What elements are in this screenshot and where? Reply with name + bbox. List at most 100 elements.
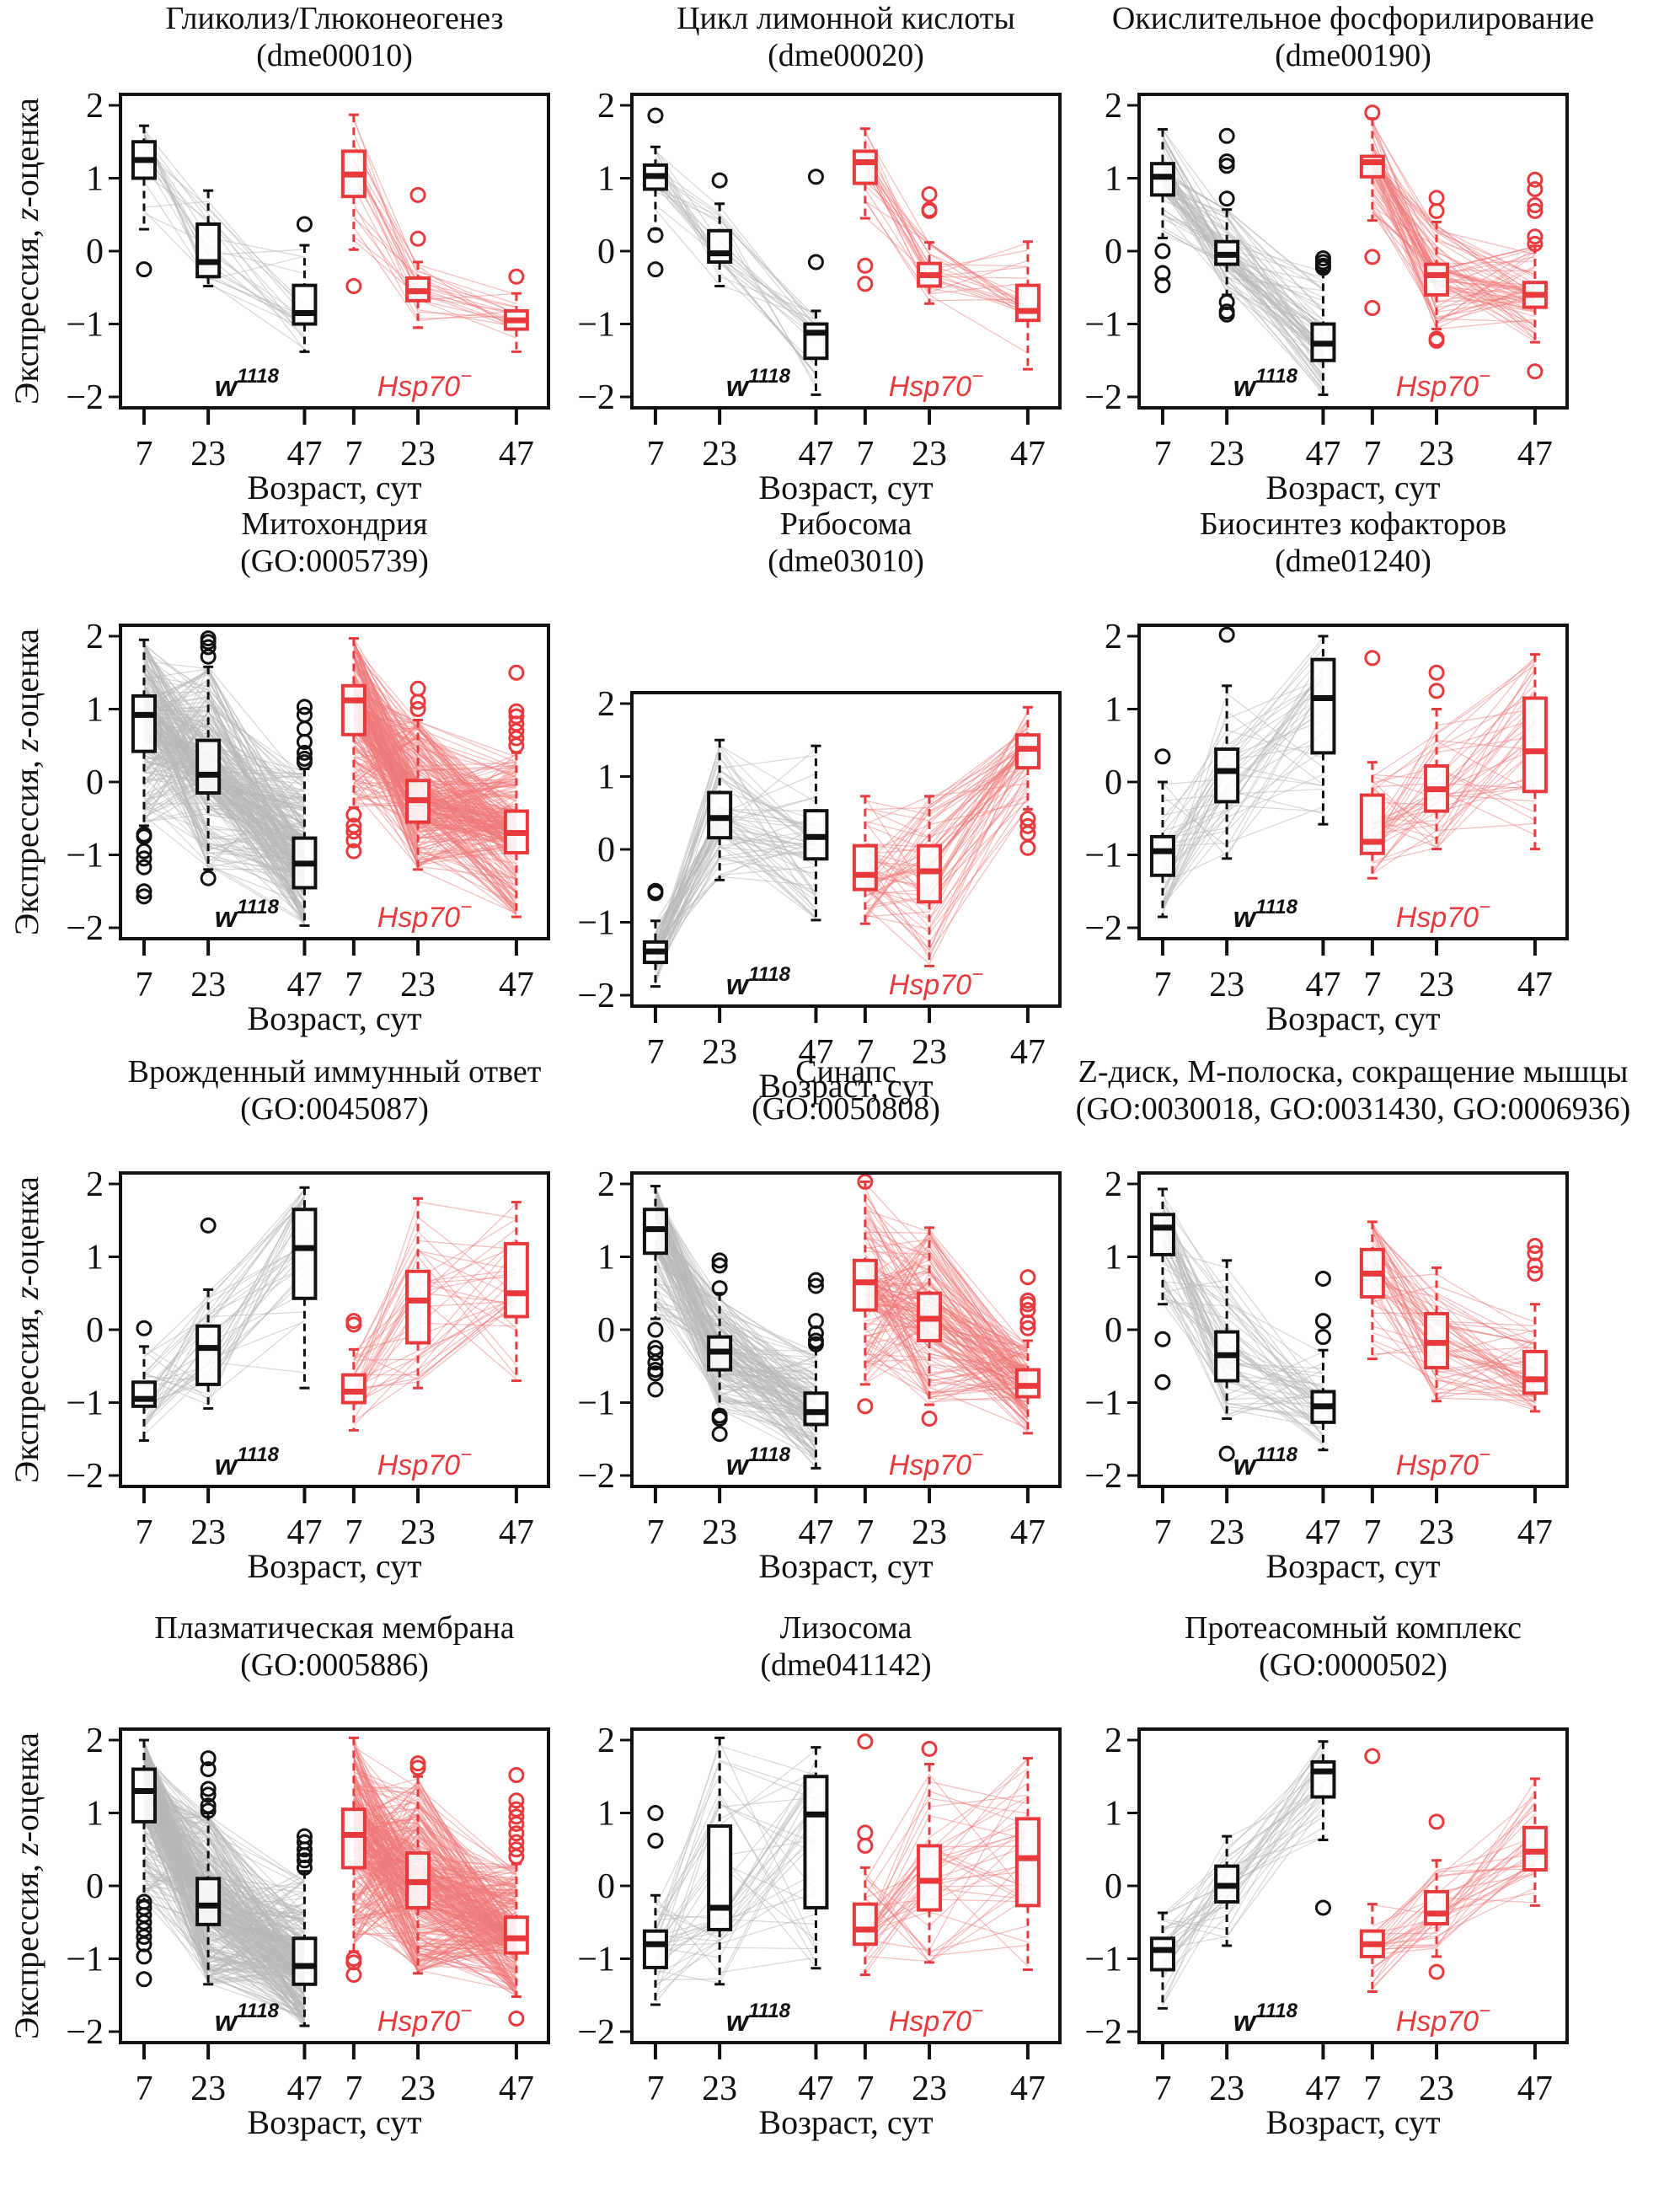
y-tick-label: −1 xyxy=(66,837,104,876)
chart-subtitle: (dme03010) xyxy=(768,544,924,579)
trajectory-line-hsp70 xyxy=(1372,656,1536,849)
outlier-point xyxy=(508,664,525,681)
y-tick-label: 1 xyxy=(1105,159,1122,198)
trajectory-line-hsp70 xyxy=(864,770,1029,966)
y-tick-label: 2 xyxy=(86,618,104,656)
trajectory-line-w1118 xyxy=(655,850,816,949)
trajectory-line-w1118 xyxy=(143,691,305,900)
x-tick-label: 47 xyxy=(798,435,833,474)
outlier-point xyxy=(1218,626,1235,643)
chart-subtitle: (dme01240) xyxy=(1275,544,1431,579)
trajectory-line-hsp70 xyxy=(353,742,517,840)
box-Hsp70--47 xyxy=(1522,1777,1548,1907)
y-tick-label: −2 xyxy=(66,378,104,417)
x-tick-label: 7 xyxy=(646,1513,664,1552)
trajectory-line-w1118 xyxy=(143,1266,305,1378)
chart-title: Врожденный иммунный ответ (GO:0045087) xyxy=(19,1053,650,1127)
y-tick-label: −1 xyxy=(1084,837,1122,876)
box-iqr xyxy=(1149,1936,1175,1972)
box-w1118-7 xyxy=(1149,128,1175,294)
trajectory-line-hsp70 xyxy=(864,1280,1029,1350)
y-tick-label: 1 xyxy=(1105,1238,1122,1277)
box-Hsp70--7 xyxy=(340,1313,366,1432)
box-w1118-47 xyxy=(292,699,318,927)
box-iqr xyxy=(707,228,733,264)
box-Hsp70--23 xyxy=(1424,1813,1450,1980)
x-axis-label: Возраст, сут xyxy=(247,1547,421,1585)
trajectory-line-hsp70 xyxy=(864,150,1029,298)
y-tick-label: 1 xyxy=(1105,690,1122,729)
y-tick-label: −2 xyxy=(1084,1457,1122,1496)
trajectory-line-hsp70 xyxy=(864,1352,1029,1377)
box-w1118-23 xyxy=(195,189,222,288)
x-tick-label: 47 xyxy=(1305,1513,1340,1552)
y-tick-label: 0 xyxy=(86,233,104,271)
box-w1118-23 xyxy=(707,738,733,881)
trajectory-line-hsp70 xyxy=(1372,1226,1536,1347)
x-tick-label: 23 xyxy=(190,435,226,474)
outlier-point xyxy=(647,1345,664,1362)
outlier-point xyxy=(345,278,362,295)
x-axis-label: Возраст, сут xyxy=(1265,2103,1440,2141)
trajectory-line-hsp70 xyxy=(353,687,517,847)
trajectory-line-w1118 xyxy=(655,167,816,326)
box-w1118-23 xyxy=(195,630,222,886)
box-Hsp70--23 xyxy=(917,186,943,305)
outlier-point xyxy=(345,843,362,860)
outlier-point xyxy=(857,257,874,274)
box-iqr xyxy=(1522,696,1548,794)
box-Hsp70--47 xyxy=(503,664,529,918)
chart-subtitle: (GO:0005886) xyxy=(240,1647,429,1683)
y-tick-label: 0 xyxy=(597,233,615,271)
box-Hsp70--47 xyxy=(503,268,529,353)
x-axis-label: Возраст, сут xyxy=(247,469,421,506)
trajectory-line-hsp70 xyxy=(353,686,517,913)
chart-title: Цикл лимонной кислоты (dme00020) xyxy=(531,0,1161,74)
x-tick-label: 23 xyxy=(912,1513,947,1552)
x-tick-label: 7 xyxy=(345,1513,362,1552)
x-tick-label: 23 xyxy=(400,435,436,474)
outlier-point xyxy=(136,843,152,860)
box-Hsp70--23 xyxy=(405,1197,431,1390)
trajectory-line-hsp70 xyxy=(1372,1316,1535,1397)
y-tick-label: 2 xyxy=(86,1165,104,1204)
y-tick-label: −2 xyxy=(66,909,104,948)
genotype-label-hsp70: Hsp70− xyxy=(889,365,983,403)
outlier-point xyxy=(1527,235,1544,252)
x-axis-label: Возраст, сут xyxy=(1265,999,1440,1037)
x-tick-label: 7 xyxy=(135,966,152,1004)
chart-subtitle: (GO:0005739) xyxy=(240,544,429,579)
trajectory-line-hsp70 xyxy=(353,690,517,855)
trajectory-line-w1118 xyxy=(1162,681,1324,893)
box-iqr xyxy=(1310,1759,1336,1799)
x-axis-label: Возраст, сут xyxy=(758,1547,933,1585)
chart-title-line: Митохондрия xyxy=(241,506,428,542)
y-tick-label: −2 xyxy=(577,977,615,1015)
box-Hsp70--47 xyxy=(503,1201,529,1383)
trajectory-line-w1118 xyxy=(143,1247,305,1374)
x-tick-label: 23 xyxy=(400,966,436,1004)
box-iqr xyxy=(503,1241,529,1319)
outlier-point xyxy=(1218,158,1235,174)
outlier-point xyxy=(136,859,152,876)
x-tick-label: 23 xyxy=(190,1513,226,1552)
box-iqr xyxy=(1014,283,1041,323)
outlier-point xyxy=(647,1321,664,1338)
outlier-point xyxy=(136,888,152,905)
y-tick-label: 0 xyxy=(86,1311,104,1350)
chart-subtitle: (dme00020) xyxy=(768,38,924,73)
box-w1118-23 xyxy=(1214,626,1240,860)
y-tick-label: 2 xyxy=(1105,618,1122,656)
outlier-point xyxy=(1364,249,1381,265)
chart-title: Окислительное фосфорилирование (dme00190) xyxy=(1038,0,1668,74)
outlier-point xyxy=(345,832,362,849)
trajectory-line-w1118 xyxy=(143,643,305,785)
y-tick-label: −2 xyxy=(1084,378,1122,417)
